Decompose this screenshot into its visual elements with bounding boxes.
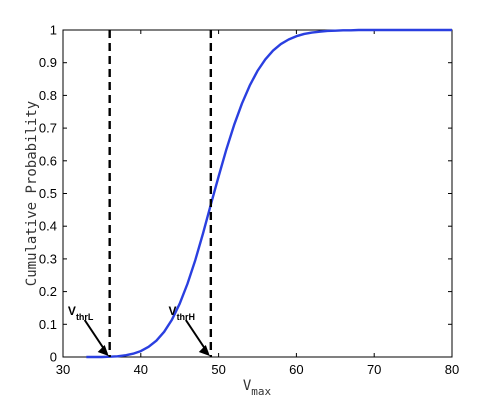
y-tick-label: 0: [50, 350, 57, 365]
x-tick-label: 60: [289, 362, 303, 377]
y-tick-label: 0.2: [39, 284, 57, 299]
y-tick-label: 0.3: [39, 251, 57, 266]
y-tick-label: 0.6: [39, 153, 57, 168]
y-tick-label: 0.5: [39, 186, 57, 201]
threshold-label-thrH: VthrH: [169, 304, 196, 322]
x-tick-label: 30: [56, 362, 70, 377]
threshold-arrow-head-thrL: [97, 345, 109, 356]
x-axis-title: Vmax: [243, 378, 272, 398]
plot-area: [62, 29, 453, 358]
threshold-group: VthrL VthrH: [68, 30, 213, 357]
y-tick-label: 0.9: [39, 55, 57, 70]
x-tick-label: 40: [134, 362, 148, 377]
y-tick-label: 0.1: [39, 317, 57, 332]
y-tick-label: 0.4: [39, 219, 57, 234]
threshold-label-sub: thrH: [177, 312, 196, 322]
threshold-label-thrL: VthrL: [68, 304, 94, 322]
x-axis-title-sub: max: [251, 385, 271, 398]
threshold-label-main: V: [169, 304, 177, 318]
x-tick-label: 80: [445, 362, 459, 377]
threshold-arrow-head-thrH: [198, 345, 210, 356]
y-tick-label: 1: [50, 23, 57, 38]
threshold-label-sub: thrL: [76, 312, 94, 322]
x-tick-label: 70: [367, 362, 381, 377]
threshold-label-main: V: [68, 304, 76, 318]
x-axis-title-main: V: [243, 378, 252, 394]
y-tick-label: 0.7: [39, 121, 57, 136]
series-group: [86, 28, 452, 359]
x-tick-label: 50: [211, 362, 225, 377]
y-tick-label: 0.8: [39, 88, 57, 103]
cdf-series-line: [86, 28, 452, 359]
y-axis-title: Cumulative Probability: [24, 101, 40, 286]
tick-group: 30 40 50 60 70 80 0 0.1 0.2 0.3 0.4 0.5 0.6 0.7 0.8 0.9…: [39, 23, 459, 378]
